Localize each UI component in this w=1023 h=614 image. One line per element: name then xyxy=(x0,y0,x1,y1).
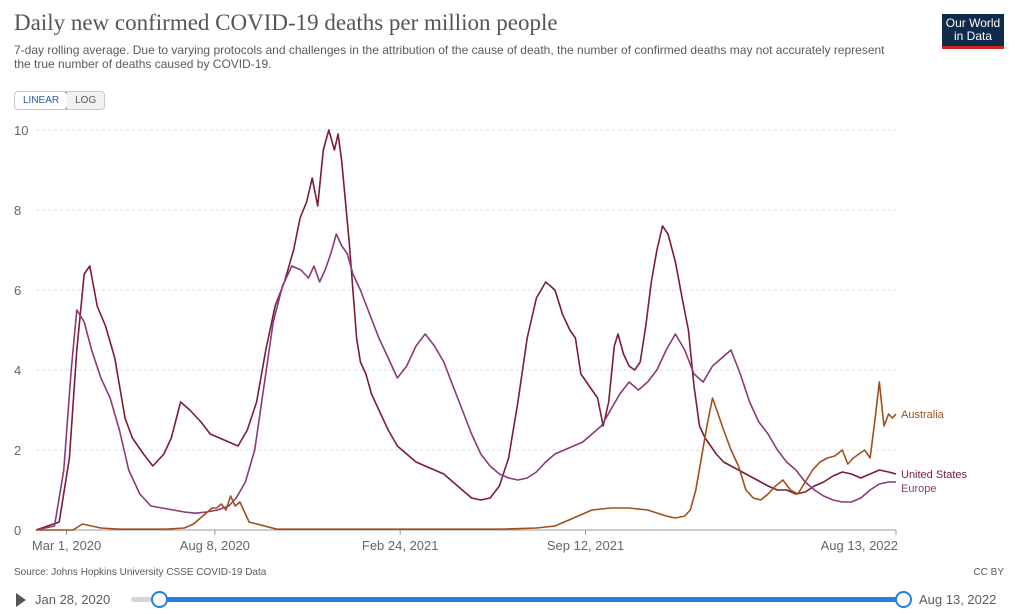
timeline: Jan 28, 2020 Aug 13, 2022 xyxy=(0,588,1023,614)
y-tick-label: 6 xyxy=(14,283,21,298)
y-tick-label: 0 xyxy=(14,523,21,538)
y-tick-label: 4 xyxy=(14,363,21,378)
legend-label-australia[interactable]: Australia xyxy=(901,409,945,421)
scale-toggle: LINEAR LOG xyxy=(14,91,106,110)
legend-label-europe[interactable]: Europe xyxy=(901,483,936,495)
series-line-australia[interactable] xyxy=(36,381,897,531)
legend-label-united-states[interactable]: United States xyxy=(901,469,968,481)
y-tick-label: 10 xyxy=(14,123,28,138)
chart-subtitle: 7-day rolling average. Due to varying pr… xyxy=(14,43,885,71)
timeline-range-fill xyxy=(158,597,903,602)
series-line-united-states[interactable] xyxy=(35,129,897,531)
x-tick-label: Aug 8, 2020 xyxy=(180,538,250,553)
logo-line-2: in Data xyxy=(953,29,993,43)
y-tick-label: 2 xyxy=(14,443,21,458)
logo-line-1: Our World xyxy=(945,16,1001,30)
license-label[interactable]: CC BY xyxy=(973,567,1004,578)
x-tick-label: Sep 12, 2021 xyxy=(547,538,624,553)
x-tick-label: Aug 13, 2022 xyxy=(821,538,898,553)
x-tick-label: Feb 24, 2021 xyxy=(362,538,439,553)
timeline-end-handle[interactable] xyxy=(895,591,912,608)
timeline-start-label: Jan 28, 2020 xyxy=(35,592,111,607)
series-line-europe[interactable] xyxy=(35,233,896,531)
line-chart: 0 2 4 6 8 10 Mar 1, 2020 Aug 8, 2020 Feb 24, 202… xyxy=(14,123,968,553)
x-tick-label: Mar 1, 2020 xyxy=(32,538,101,553)
owid-logo[interactable]: Our World in Data xyxy=(942,14,1004,49)
log-scale-button[interactable]: LOG xyxy=(67,92,105,109)
play-icon[interactable] xyxy=(16,593,26,607)
source-note[interactable]: Source: Johns Hopkins University CSSE CO… xyxy=(14,567,267,578)
chart-title: Daily new confirmed COVID-19 deaths per … xyxy=(14,10,558,35)
timeline-start-handle[interactable] xyxy=(151,591,168,608)
linear-scale-button[interactable]: LINEAR xyxy=(15,92,69,109)
timeline-end-label: Aug 13, 2022 xyxy=(919,592,997,607)
y-tick-label: 8 xyxy=(14,203,21,218)
